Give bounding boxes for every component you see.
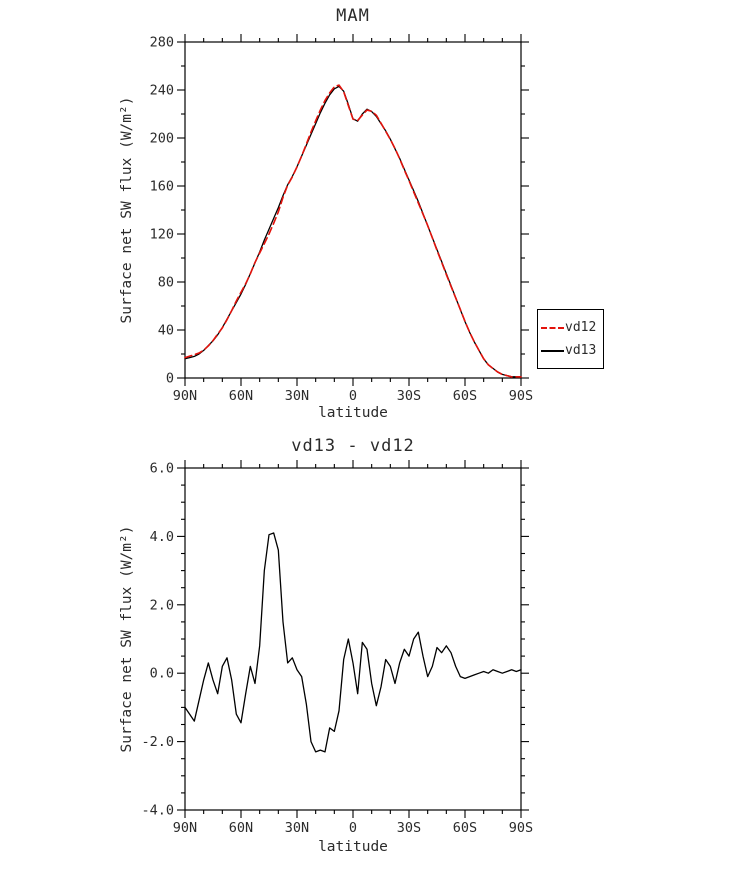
x-tick-label: 0 bbox=[349, 820, 357, 836]
y-tick-label: 80 bbox=[158, 275, 174, 291]
y-tick-label: 200 bbox=[150, 131, 174, 147]
y-tick-label: 120 bbox=[150, 227, 174, 243]
x-tick-label: 0 bbox=[349, 388, 357, 404]
vd13-line-sample bbox=[541, 349, 564, 352]
y-tick-label: 6.0 bbox=[150, 461, 174, 477]
bottom-chart: 90N 60N 30N 0 30S 60S 90S 6.0 4.0 2.0 0.0 -2.0 -4.0 bbox=[0, 440, 733, 869]
plot-frame bbox=[184, 41, 522, 379]
x-tick-label: 60N bbox=[229, 820, 253, 836]
x-tick-label: 90S bbox=[509, 388, 533, 404]
series-line-vd12 bbox=[184, 84, 522, 378]
x-tick-label: 90S bbox=[509, 820, 533, 836]
plot-frame bbox=[184, 467, 522, 811]
x-tick-label: 30S bbox=[397, 820, 421, 836]
y-tick-label: 280 bbox=[150, 35, 174, 51]
x-tick-label: 30N bbox=[285, 820, 309, 836]
y-tick-label: 2.0 bbox=[150, 597, 174, 613]
bottom-chart-xlabel: latitude bbox=[318, 839, 388, 855]
x-tick-label: 90N bbox=[173, 388, 197, 404]
top-chart: 90N 60N 30N 0 30S 60S 90S 280 240 200 160 120 80 40 0 bbox=[150, 34, 533, 404]
y-tick-label: 40 bbox=[158, 323, 174, 339]
vd12-line-sample bbox=[541, 326, 564, 329]
legend-label-vd12: vd12 bbox=[565, 320, 597, 335]
x-tick-label: 60N bbox=[229, 388, 253, 404]
y-tick-label: 0 bbox=[166, 371, 174, 387]
top-chart-title: MAM bbox=[336, 6, 370, 26]
top-chart-svg: 90N 60N 30N 0 30S 60S 90S 280 240 200 160 120 80 40 0 bbox=[150, 34, 533, 404]
legend-item-vd12: vd12 bbox=[541, 316, 600, 339]
x-tick-label: 30N bbox=[285, 388, 309, 404]
y-tick-label: -2.0 bbox=[141, 734, 174, 750]
bottom-chart-svg: 90N 60N 30N 0 30S 60S 90S 6.0 4.0 2.0 0.0 -2.0 -4.0 bbox=[141, 460, 533, 836]
top-chart-xlabel: latitude bbox=[318, 405, 388, 421]
y-tick-label: 240 bbox=[150, 83, 174, 99]
x-tick-label: 30S bbox=[397, 388, 421, 404]
x-tick-label: 90N bbox=[173, 820, 197, 836]
x-tick-label: 60S bbox=[453, 820, 477, 836]
legend-item-vd13: vd13 bbox=[541, 339, 600, 362]
y-tick-label: 4.0 bbox=[150, 529, 174, 545]
legend: vd12 vd13 bbox=[537, 309, 604, 369]
series-line-vd13 bbox=[184, 85, 522, 378]
y-tick-label: -4.0 bbox=[141, 803, 174, 819]
series-line-vd13-vd12 bbox=[184, 532, 522, 753]
x-tick-label: 60S bbox=[453, 388, 477, 404]
y-tick-label: 0.0 bbox=[150, 666, 174, 682]
y-tick-label: 160 bbox=[150, 179, 174, 195]
bottom-chart-title: vd13 - vd12 bbox=[291, 436, 415, 456]
legend-label-vd13: vd13 bbox=[565, 343, 597, 358]
